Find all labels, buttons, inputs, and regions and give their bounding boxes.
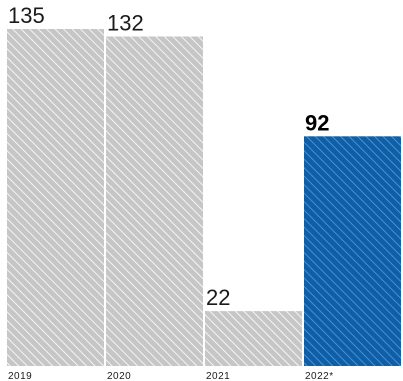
bar-2019 [7,29,104,366]
value-label-2019: 135 [8,3,45,28]
value-label-2020: 132 [107,11,144,36]
bar-2020 [106,36,203,366]
value-label-2021: 22 [206,285,230,310]
x-tick-labels-group: 2019 2020 2021 2022* [8,371,334,381]
value-labels-group: 135 132 22 92 [8,3,329,310]
bar-2022 [304,136,401,366]
x-tick-label-2020: 2020 [107,371,131,381]
bar-2021 [205,311,302,366]
bars-group [7,29,401,366]
x-tick-label-2019: 2019 [8,371,32,381]
x-tick-label-2021: 2021 [206,371,230,381]
value-label-2022: 92 [305,110,329,135]
x-tick-label-2022: 2022* [305,371,334,381]
